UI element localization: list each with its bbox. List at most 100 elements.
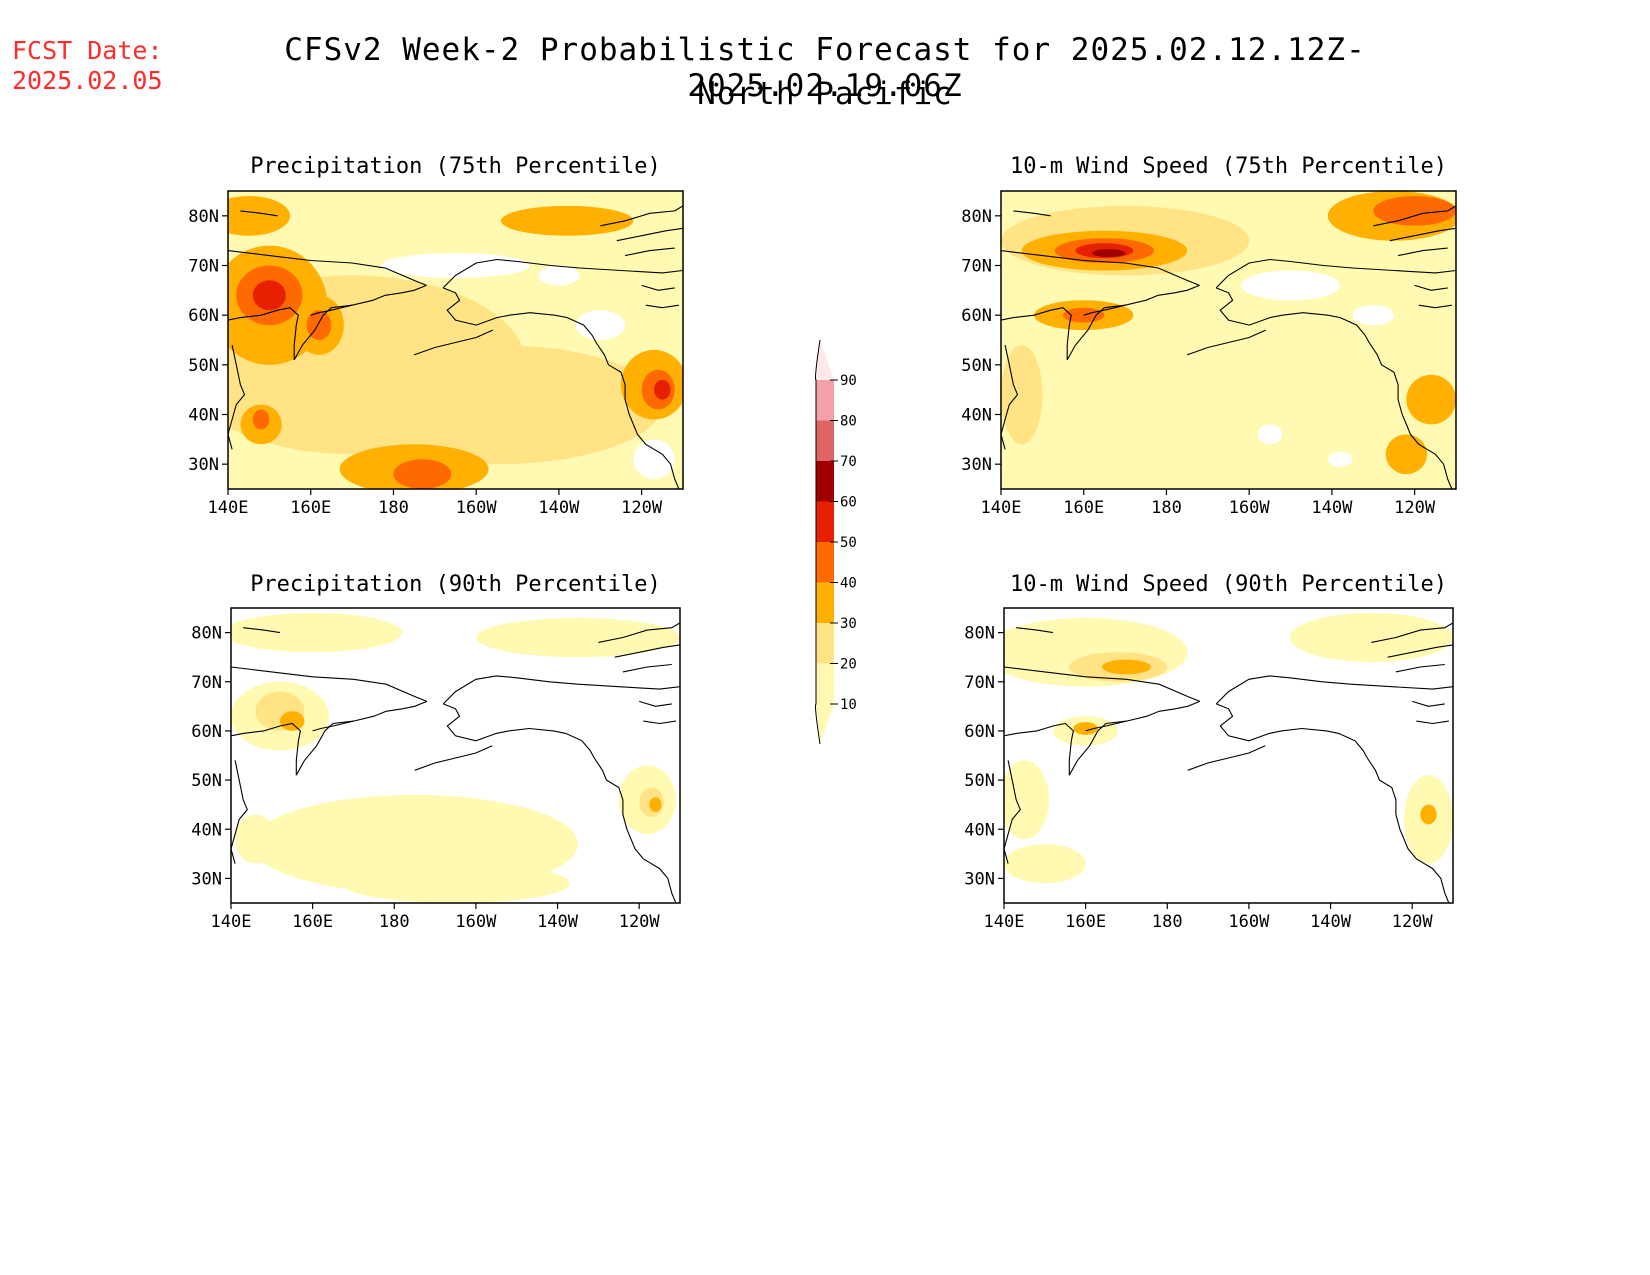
probability-contour [1001, 265, 1374, 485]
lon-tick-label: 140E [984, 912, 1025, 932]
lat-tick-label: 70N [961, 257, 992, 277]
coastline [1186, 329, 1266, 356]
coastline [413, 329, 493, 356]
page-title: CFSv2 Week-2 Probabilistic Forecast for … [284, 32, 1366, 104]
coastline [442, 675, 680, 705]
lon-tick-label: 120W [621, 498, 663, 518]
coastline [293, 304, 353, 361]
coastline [598, 622, 680, 643]
coastline [1371, 622, 1453, 643]
lat-tick-label: 70N [964, 673, 995, 693]
coastline [1013, 210, 1051, 217]
coastline [600, 205, 683, 227]
lon-tick-label: 140E [981, 498, 1022, 518]
coastline [1395, 663, 1445, 673]
probability-contour [501, 205, 634, 236]
legend-tick-label: 20 [840, 657, 857, 673]
coastline [312, 700, 428, 732]
low-probability-area [1352, 305, 1394, 326]
map-panel-4: 10-m Wind Speed (90th Percentile) 140E 160… [964, 572, 1454, 932]
lat-tick-label: 30N [191, 869, 222, 889]
coastline [1001, 250, 1200, 286]
coastline [1085, 700, 1201, 732]
coastline [1414, 284, 1448, 291]
coastline [442, 287, 680, 489]
legend-swatch [816, 623, 834, 664]
panel-title: 10-m Wind Speed (90th Percentile) [1010, 572, 1447, 597]
coastline [1216, 703, 1450, 903]
map-panel-1: Precipitation (75th Percentile) 140E 160E 1… [188, 154, 684, 518]
lat-tick-label: 40N [188, 406, 219, 426]
coastline [614, 644, 680, 658]
low-probability-area [575, 310, 626, 340]
lon-tick-label: 160E [292, 912, 333, 932]
map-panel-2: 10-m Wind Speed (75th Percentile) 140E 160… [961, 154, 1457, 518]
shaded-field [228, 191, 683, 489]
coastline [243, 627, 281, 634]
probability-contour [1289, 612, 1453, 663]
probability-contour [1385, 434, 1428, 475]
probability-contour [649, 797, 662, 813]
region-subtitle: North Pacific [697, 76, 953, 112]
map-frame [227, 190, 684, 490]
lon-tick-label: 140E [211, 912, 252, 932]
lat-tick-label: 40N [964, 820, 995, 840]
lat-tick-label: 50N [191, 771, 222, 791]
coastline [616, 227, 683, 242]
legend-tick-label: 80 [840, 414, 857, 430]
legend-tick-label: 10 [840, 697, 857, 713]
lon-tick-label: 140W [1311, 498, 1353, 518]
coastline [624, 247, 675, 257]
legend-swatch [816, 380, 834, 421]
probability-contour [279, 711, 305, 731]
coastline [443, 703, 677, 903]
legend-top-extension [816, 340, 834, 380]
probability-contour [1073, 722, 1098, 735]
coastline [1412, 700, 1445, 707]
legend-tick-label: 30 [840, 616, 857, 632]
lat-tick-label: 30N [964, 869, 995, 889]
coastline [645, 304, 679, 309]
probability-contour [231, 612, 403, 653]
coastline [1416, 720, 1449, 725]
low-probability-area [1257, 424, 1283, 445]
probability-contour [1001, 344, 1043, 445]
low-probability-area [381, 253, 530, 278]
lat-tick-label: 60N [188, 306, 219, 326]
probability-contour [1406, 374, 1456, 425]
shaded-field [1001, 191, 1456, 489]
probability-contour [228, 195, 291, 236]
coastline [231, 666, 428, 702]
lon-tick-label: 160E [1063, 498, 1104, 518]
lon-tick-label: 160W [456, 498, 498, 518]
legend-tick-label: 60 [840, 495, 857, 511]
map-frame [230, 607, 681, 904]
lon-tick-label: 160W [455, 912, 497, 932]
lat-tick-label: 40N [961, 406, 992, 426]
probability-contour [235, 814, 276, 864]
probability-contour [252, 409, 270, 430]
probability-contour [475, 617, 680, 658]
legend-tick-label: 90 [840, 373, 857, 389]
lon-tick-label: 120W [619, 912, 661, 932]
legend-tick-label: 50 [840, 535, 857, 551]
lon-tick-label: 140E [208, 498, 249, 518]
probability-contour [654, 379, 671, 400]
lat-tick-label: 70N [191, 673, 222, 693]
lon-tick-label: 180 [1151, 498, 1182, 518]
coastline [1066, 304, 1126, 361]
color-legend: 10 20 30 40 50 60 70 80 90 [815, 339, 857, 745]
forecast-date-label: FCST Date: 2025.02.05 [12, 36, 163, 96]
coastline [1387, 644, 1453, 658]
map-frame [1003, 607, 1454, 904]
legend-swatch [816, 582, 834, 623]
probability-contour [331, 344, 663, 465]
probability-contour [252, 280, 286, 311]
lon-tick-label: 140W [537, 912, 579, 932]
lon-tick-label: 140W [1310, 912, 1352, 932]
panel-title: Precipitation (75th Percentile) [250, 154, 661, 179]
lat-tick-label: 50N [188, 356, 219, 376]
legend-tick-label: 70 [840, 454, 857, 470]
probability-contour [393, 459, 452, 489]
